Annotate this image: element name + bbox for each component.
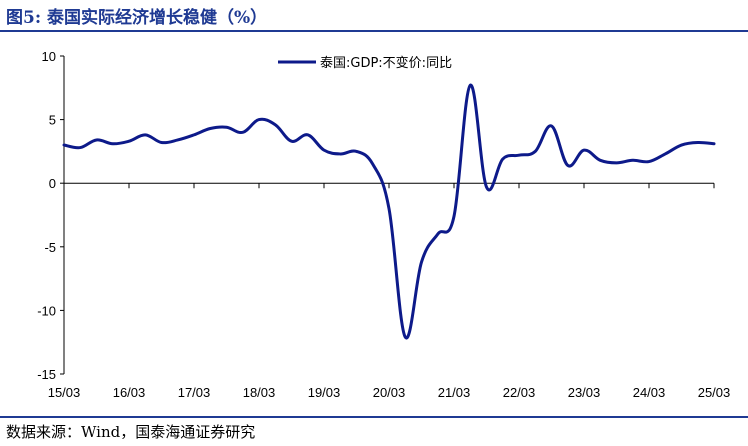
y-tick-label: 0: [49, 176, 56, 191]
x-tick-label: 17/03: [178, 385, 211, 400]
x-tick-label: 23/03: [568, 385, 601, 400]
footer-divider: [0, 416, 748, 418]
y-tick-label: 5: [49, 113, 56, 128]
x-tick-label: 25/03: [698, 385, 731, 400]
y-tick-label: -15: [37, 367, 56, 382]
source-note: 数据来源：Wind，国泰海通证券研究: [6, 423, 256, 441]
x-tick-label: 20/03: [373, 385, 406, 400]
x-tick-label: 21/03: [438, 385, 471, 400]
x-tick-label: 22/03: [503, 385, 536, 400]
x-tick-label: 18/03: [243, 385, 276, 400]
page-title: 图5: 泰国实际经济增长稳健（%）: [6, 8, 268, 28]
y-tick-label: 10: [42, 49, 56, 64]
title-divider: [0, 30, 748, 32]
x-tick-label: 24/03: [633, 385, 666, 400]
y-tick-label: -5: [44, 240, 56, 255]
x-tick-label: 16/03: [113, 385, 146, 400]
y-tick-label: -10: [37, 303, 56, 318]
x-tick-label: 15/03: [48, 385, 81, 400]
series-line: [62, 83, 716, 340]
legend-label: 泰国:GDP:不变价:同比: [320, 55, 452, 71]
x-tick-label: 19/03: [308, 385, 341, 400]
